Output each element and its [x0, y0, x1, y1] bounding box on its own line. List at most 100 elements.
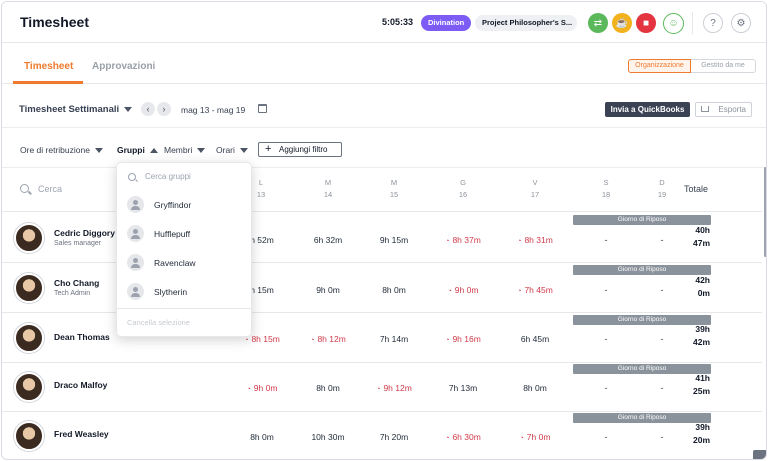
group-icon: [127, 254, 144, 271]
filter-pay-hours[interactable]: Ore di retribuzione: [20, 145, 103, 155]
divider: [117, 308, 251, 309]
add-filter-label: Aggiungi filtro: [279, 145, 328, 154]
filter-label: Membri: [164, 145, 193, 155]
quickbooks-button[interactable]: Invia a QuickBooks: [605, 102, 690, 117]
time-cell-overtime[interactable]: 7h 45m: [500, 285, 570, 295]
group-option[interactable]: Slytherin: [117, 277, 251, 306]
employee-name[interactable]: Draco Malfoy: [54, 380, 108, 390]
organization-toggle[interactable]: Organizzazione: [628, 59, 691, 73]
table-header: Cerca L 13 M 14 M 15 G 16 V 17 S 18 D 19 Totale: [2, 168, 762, 212]
switch-icon[interactable]: ⇄: [588, 13, 608, 33]
vertical-scrollbar[interactable]: [764, 167, 766, 257]
total-hours-part: 41h: [695, 373, 710, 383]
prev-week-button[interactable]: ‹: [141, 102, 155, 116]
export-icon: [701, 106, 709, 112]
time-cell[interactable]: 7h 20m: [379, 432, 409, 442]
time-cell-overtime[interactable]: 9h 0m: [227, 383, 297, 393]
scroll-corner: [753, 450, 766, 459]
tab-timesheet[interactable]: Timesheet: [24, 61, 74, 72]
table-row[interactable]: Cedric Diggory Sales manager h 52m 6h 32…: [2, 213, 762, 263]
time-cell-overtime[interactable]: 9h 0m: [428, 285, 498, 295]
coffee-icon[interactable]: ☕: [612, 13, 632, 33]
total-hours-part: 39h: [695, 422, 710, 432]
help-icon[interactable]: ?: [703, 13, 723, 33]
total-hours: 40h 47m: [682, 224, 710, 250]
group-option[interactable]: Gryffindor: [117, 190, 251, 219]
table-row[interactable]: Fred Weasley 8h 0m 10h 30m 7h 20m 6h 30m…: [2, 411, 762, 459]
time-cell[interactable]: 7h 14m: [379, 334, 409, 344]
saturday-cell: -: [604, 285, 608, 295]
group-label: Hufflepuff: [154, 229, 191, 239]
day-number: 14: [323, 190, 333, 199]
employee-name[interactable]: Cho Chang: [54, 278, 100, 288]
view-select[interactable]: Timesheet Settimanali: [19, 104, 133, 115]
employee-role: Sales manager: [54, 240, 102, 247]
stop-icon[interactable]: ■: [636, 13, 656, 33]
group-option[interactable]: Ravenclaw: [117, 248, 251, 277]
time-cell[interactable]: 8h 0m: [250, 432, 274, 442]
time-cell[interactable]: h 52m: [250, 235, 274, 245]
time-cell[interactable]: h 15m: [250, 285, 274, 295]
total-hours-part: 42h: [695, 275, 710, 285]
tab-approvals[interactable]: Approvazioni: [92, 61, 156, 72]
filter-bar: Ore di retribuzione Gruppi Membri Orari …: [2, 128, 766, 168]
time-cell-overtime[interactable]: 9h 16m: [428, 334, 498, 344]
total-hours: 39h 42m: [682, 323, 710, 349]
filter-schedules[interactable]: Orari: [216, 145, 248, 155]
group-icon: [127, 196, 144, 213]
settings-icon[interactable]: ⚙: [731, 13, 751, 33]
filter-groups[interactable]: Gruppi: [117, 145, 158, 155]
add-filter-button[interactable]: + Aggiungi filtro: [258, 142, 342, 157]
table-row[interactable]: Cho Chang Tech Admin h 15m 9h 0m 8h 0m 9…: [2, 263, 762, 313]
time-cell[interactable]: 9h 0m: [316, 285, 340, 295]
day-number: 13: [256, 190, 266, 199]
time-cell-overtime[interactable]: 7h 0m: [500, 432, 570, 442]
day-letter: D: [659, 178, 665, 187]
activity-pill[interactable]: Divination: [421, 15, 472, 31]
time-cell[interactable]: 8h 0m: [523, 383, 547, 393]
avatar: [14, 421, 44, 451]
total-header: Totale: [684, 184, 709, 194]
time-cell-overtime[interactable]: 8h 37m: [428, 235, 498, 245]
employee-role: Tech Admin: [54, 290, 91, 297]
time-cell[interactable]: 6h 45m: [520, 334, 550, 344]
groups-dropdown: Cerca gruppi Gryffindor Hufflepuff Raven…: [116, 162, 252, 337]
page-title: Timesheet: [20, 14, 89, 30]
day-header: M 14: [313, 177, 343, 201]
project-pill[interactable]: Project Philosopher's S...: [475, 15, 577, 31]
time-cell[interactable]: 8h 0m: [382, 285, 406, 295]
day-number: 19: [657, 190, 667, 199]
time-cell[interactable]: 7h 13m: [448, 383, 478, 393]
table-row[interactable]: Dean Thomas 8h 15m 8h 12m 7h 14m 9h 16m …: [2, 313, 762, 363]
employee-name[interactable]: Cedric Diggory: [54, 228, 115, 238]
time-cell[interactable]: 10h 30m: [311, 432, 345, 442]
time-cell[interactable]: 9h 15m: [379, 235, 409, 245]
table-row[interactable]: Draco Malfoy 9h 0m 8h 0m 9h 12m 7h 13m 8…: [2, 362, 762, 412]
time-cell-overtime[interactable]: 8h 15m: [227, 334, 297, 344]
plus-icon: +: [265, 143, 272, 155]
employee-name[interactable]: Fred Weasley: [54, 429, 109, 439]
group-search-input[interactable]: Cerca gruppi: [145, 172, 191, 181]
time-cell[interactable]: 8h 0m: [316, 383, 340, 393]
group-label: Slytherin: [154, 287, 188, 297]
managed-by-me-toggle[interactable]: Gestito da me: [691, 59, 756, 73]
time-cell-overtime[interactable]: 9h 12m: [359, 383, 429, 393]
filter-members[interactable]: Membri: [164, 145, 206, 155]
time-cell-overtime[interactable]: 8h 31m: [500, 235, 570, 245]
employee-name[interactable]: Dean Thomas: [54, 332, 110, 342]
time-cell-overtime[interactable]: 8h 12m: [293, 334, 363, 344]
user-status-icon[interactable]: ☺: [663, 13, 684, 34]
group-option[interactable]: Hufflepuff: [117, 219, 251, 248]
calendar-icon[interactable]: [258, 104, 267, 113]
export-button[interactable]: Esporta: [695, 102, 752, 117]
group-icon: [127, 225, 144, 242]
next-week-button[interactable]: ›: [157, 102, 171, 116]
day-header: V 17: [520, 177, 550, 201]
clear-selection-button[interactable]: Cancella selezione: [127, 318, 190, 327]
search-input[interactable]: Cerca: [38, 184, 63, 194]
time-cell-overtime[interactable]: 6h 30m: [428, 432, 498, 442]
sunday-cell: -: [660, 285, 664, 295]
avatar: [14, 323, 44, 353]
day-header: L 13: [246, 177, 276, 201]
time-cell[interactable]: 6h 32m: [313, 235, 343, 245]
